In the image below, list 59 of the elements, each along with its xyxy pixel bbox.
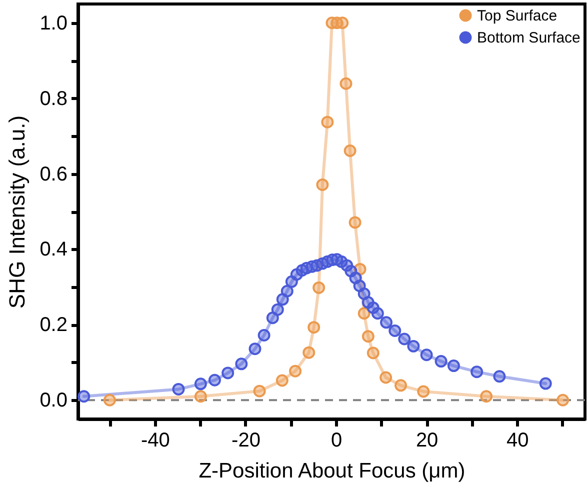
point: [480, 390, 493, 403]
x-tick-label: 20: [416, 430, 438, 452]
point: [276, 374, 288, 387]
y-axis-title: SHG Intensity (a.u.): [4, 115, 30, 309]
point: [316, 178, 329, 191]
point: [302, 346, 316, 359]
point: [358, 307, 370, 320]
point: [235, 358, 248, 370]
point: [78, 390, 90, 403]
point: [208, 374, 221, 386]
point: [289, 364, 302, 378]
point: [493, 370, 506, 383]
y-tick-label: 0.8: [40, 88, 68, 110]
point: [371, 307, 384, 320]
point: [398, 332, 411, 346]
point: [407, 340, 420, 352]
point: [248, 342, 262, 356]
legend-label: Bottom Surface: [477, 30, 580, 46]
y-tick-label: 0.6: [40, 163, 68, 186]
point: [271, 303, 284, 316]
point: [280, 284, 294, 298]
point: [340, 77, 352, 90]
point: [103, 394, 116, 406]
point: [539, 377, 552, 390]
point: [253, 384, 266, 398]
point: [344, 144, 356, 157]
point: [348, 216, 362, 229]
point: [394, 379, 408, 392]
y-tick-label: 0.2: [40, 314, 68, 336]
point: [420, 348, 433, 362]
y-tick-label: 1.0: [40, 12, 68, 34]
point: [308, 321, 320, 334]
point: [470, 366, 484, 378]
point: [258, 329, 270, 342]
point: [194, 378, 207, 390]
point: [266, 312, 279, 324]
point: [172, 382, 185, 396]
point: [380, 371, 392, 384]
x-axis-title: Z-Position About Focus (μm): [198, 460, 466, 482]
y-tick-label: 0.4: [40, 238, 68, 261]
x-tick-label: -20: [232, 430, 260, 452]
point: [388, 324, 402, 337]
y-tick-label: 0.0: [40, 390, 68, 412]
point: [366, 346, 380, 360]
point: [336, 16, 349, 30]
legend-label: Top Surface: [477, 8, 558, 24]
x-tick-label: -40: [141, 430, 170, 452]
point: [556, 394, 570, 406]
point: [417, 385, 430, 398]
point: [321, 116, 334, 128]
point: [194, 390, 207, 403]
x-tick-label: 0: [330, 430, 342, 452]
point: [380, 316, 393, 329]
x-tick-label: 40: [506, 430, 529, 452]
point: [222, 366, 234, 380]
point: [447, 360, 460, 372]
point: [312, 281, 326, 294]
point: [434, 355, 448, 368]
point: [362, 330, 374, 343]
